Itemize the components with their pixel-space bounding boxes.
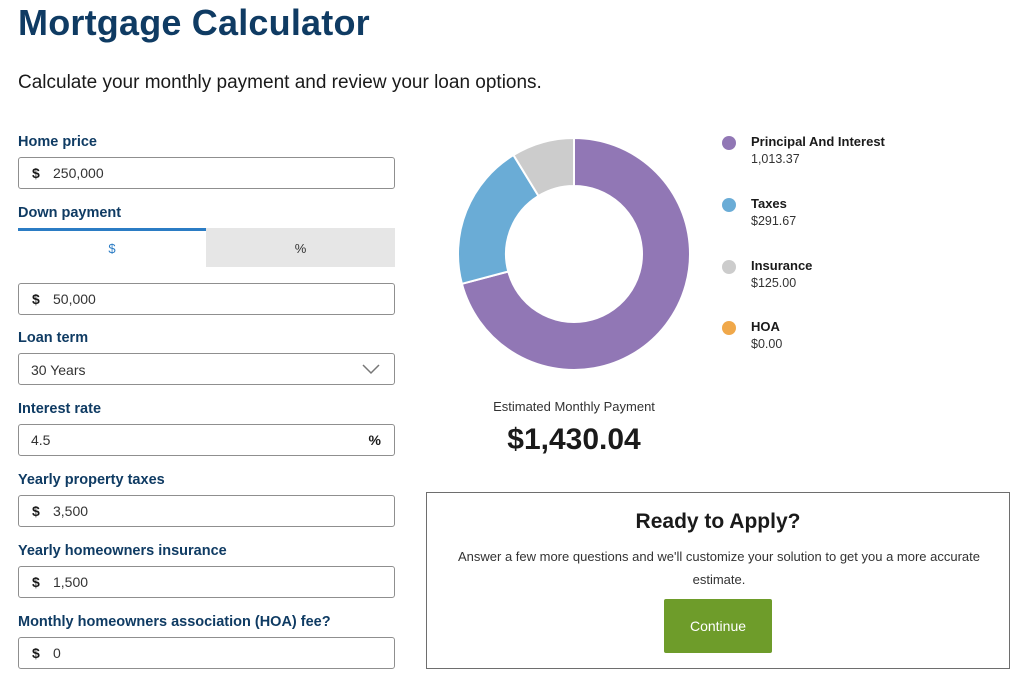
apply-title: Ready to Apply?	[635, 510, 801, 533]
down-payment-mode-tabs: $ %	[18, 228, 395, 267]
legend-dot	[722, 260, 736, 274]
legend-label: Principal And Interest	[751, 134, 885, 149]
legend-label: HOA	[751, 319, 780, 334]
home-price-field[interactable]: $	[18, 157, 395, 189]
legend-value: $0.00	[751, 337, 783, 351]
percent-symbol: %	[368, 432, 381, 448]
property-taxes-field[interactable]: $	[18, 495, 395, 527]
donut-slice-principal-and-interest	[460, 136, 691, 371]
currency-symbol: $	[32, 165, 40, 181]
donut-slice-insurance	[512, 136, 575, 198]
page-subtitle: Calculate your monthly payment and revie…	[18, 72, 542, 93]
interest-rate-label: Interest rate	[18, 401, 102, 417]
currency-symbol: $	[32, 503, 40, 519]
property-taxes-label: Yearly property taxes	[18, 472, 165, 488]
tab-dollar[interactable]: $	[18, 228, 206, 267]
homeowners-insurance-field[interactable]: $	[18, 566, 395, 598]
payment-breakdown-donut-chart	[457, 136, 691, 371]
continue-button[interactable]: Continue	[664, 599, 772, 653]
legend-label: Insurance	[751, 258, 813, 273]
down-payment-label: Down payment	[18, 205, 122, 221]
interest-rate-field[interactable]: %	[18, 424, 395, 456]
ready-to-apply-card: Ready to Apply? Answer a few more questi…	[426, 492, 1010, 669]
down-payment-input[interactable]	[53, 284, 353, 314]
homeowners-insurance-label: Yearly homeowners insurance	[18, 543, 227, 559]
legend-value: $125.00	[751, 276, 797, 290]
home-price-input[interactable]	[53, 158, 353, 188]
estimated-payment-value: $1,430.04	[507, 423, 641, 456]
currency-symbol: $	[32, 574, 40, 590]
hoa-fee-field[interactable]: $	[18, 637, 395, 669]
legend-dot	[722, 198, 736, 212]
legend-label: Taxes	[751, 196, 787, 211]
property-taxes-input[interactable]	[53, 496, 353, 526]
interest-rate-input[interactable]	[31, 425, 331, 455]
apply-description: Answer a few more questions and we'll cu…	[457, 549, 981, 587]
hoa-fee-input[interactable]	[53, 638, 353, 668]
hoa-fee-label: Monthly homeowners association (HOA) fee…	[18, 614, 331, 630]
homeowners-insurance-input[interactable]	[53, 567, 353, 597]
currency-symbol: $	[32, 645, 40, 661]
legend-dot	[722, 136, 736, 150]
loan-term-selected-value: 30 Years	[31, 362, 86, 378]
page-title: Mortgage Calculator	[18, 2, 370, 43]
legend-value: 1,013.37	[751, 152, 800, 166]
tab-percent[interactable]: %	[206, 228, 395, 267]
estimated-payment-label: Estimated Monthly Payment	[493, 399, 655, 414]
legend-dot	[722, 321, 736, 335]
loan-term-select[interactable]: 30 Years	[18, 353, 395, 385]
currency-symbol: $	[32, 291, 40, 307]
loan-term-label: Loan term	[18, 330, 89, 346]
down-payment-field[interactable]: $	[18, 283, 395, 315]
chevron-down-icon	[362, 364, 380, 375]
home-price-label: Home price	[18, 134, 97, 150]
legend-value: $291.67	[751, 214, 797, 228]
